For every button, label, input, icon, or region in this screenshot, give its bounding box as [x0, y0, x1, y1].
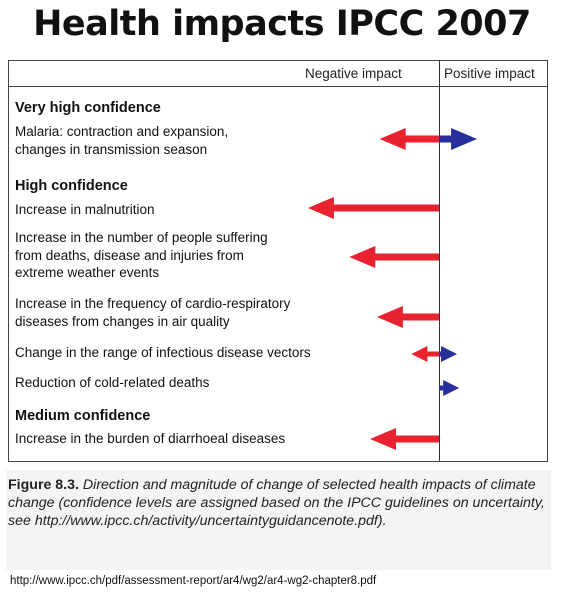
source-url: http://www.ipcc.ch/pdf/assessment-report… [10, 575, 377, 587]
item-cold-related-deaths: Reduction of cold-related deaths [15, 375, 210, 390]
negative-arrow-extreme-weather [349, 246, 439, 268]
positive-arrow-malaria [439, 128, 478, 150]
item-extreme-weather: Increase in the number of people sufferi… [15, 230, 268, 280]
zero-axis-line [439, 61, 440, 461]
negative-arrow-malnutrition [307, 197, 439, 219]
caption-label: Figure 8.3. [8, 477, 79, 493]
impact-arrows [307, 128, 478, 450]
negative-impact-header: Negative impact [305, 66, 402, 81]
negative-arrow-cardio-respiratory [376, 306, 439, 328]
negative-arrow-disease-vectors [411, 346, 439, 362]
item-cardio-respiratory: Increase in the frequency of cardio-resp… [15, 296, 291, 329]
negative-arrow-diarrhoeal-diseases [370, 428, 439, 450]
group-heading-very-high-confidence: Very high confidence [15, 100, 161, 116]
figure-caption: Figure 8.3. Direction and magnitude of c… [6, 470, 551, 570]
item-diarrhoeal-diseases: Increase in the burden of diarrhoeal dis… [15, 431, 286, 446]
item-disease-vectors: Change in the range of infectious diseas… [15, 345, 311, 360]
group-heading-high-confidence: High confidence [15, 178, 128, 194]
group-heading-medium-confidence: Medium confidence [15, 408, 151, 424]
slide-title: Health impacts IPCC 2007 [33, 4, 531, 44]
positive-arrow-cold-related-deaths [439, 380, 460, 396]
item-malnutrition: Increase in malnutrition [15, 202, 155, 217]
positive-impact-header: Positive impact [444, 66, 535, 81]
figure-panel: Negative impact Positive impact Very hig… [8, 60, 548, 462]
figure-header-row: Negative impact Positive impact [9, 61, 547, 87]
item-malaria: Malaria: contraction and expansion, chan… [15, 124, 229, 157]
caption-text: Direction and magnitude of change of sel… [8, 477, 545, 529]
negative-arrow-malaria [379, 128, 439, 150]
positive-arrow-disease-vectors [439, 346, 457, 362]
